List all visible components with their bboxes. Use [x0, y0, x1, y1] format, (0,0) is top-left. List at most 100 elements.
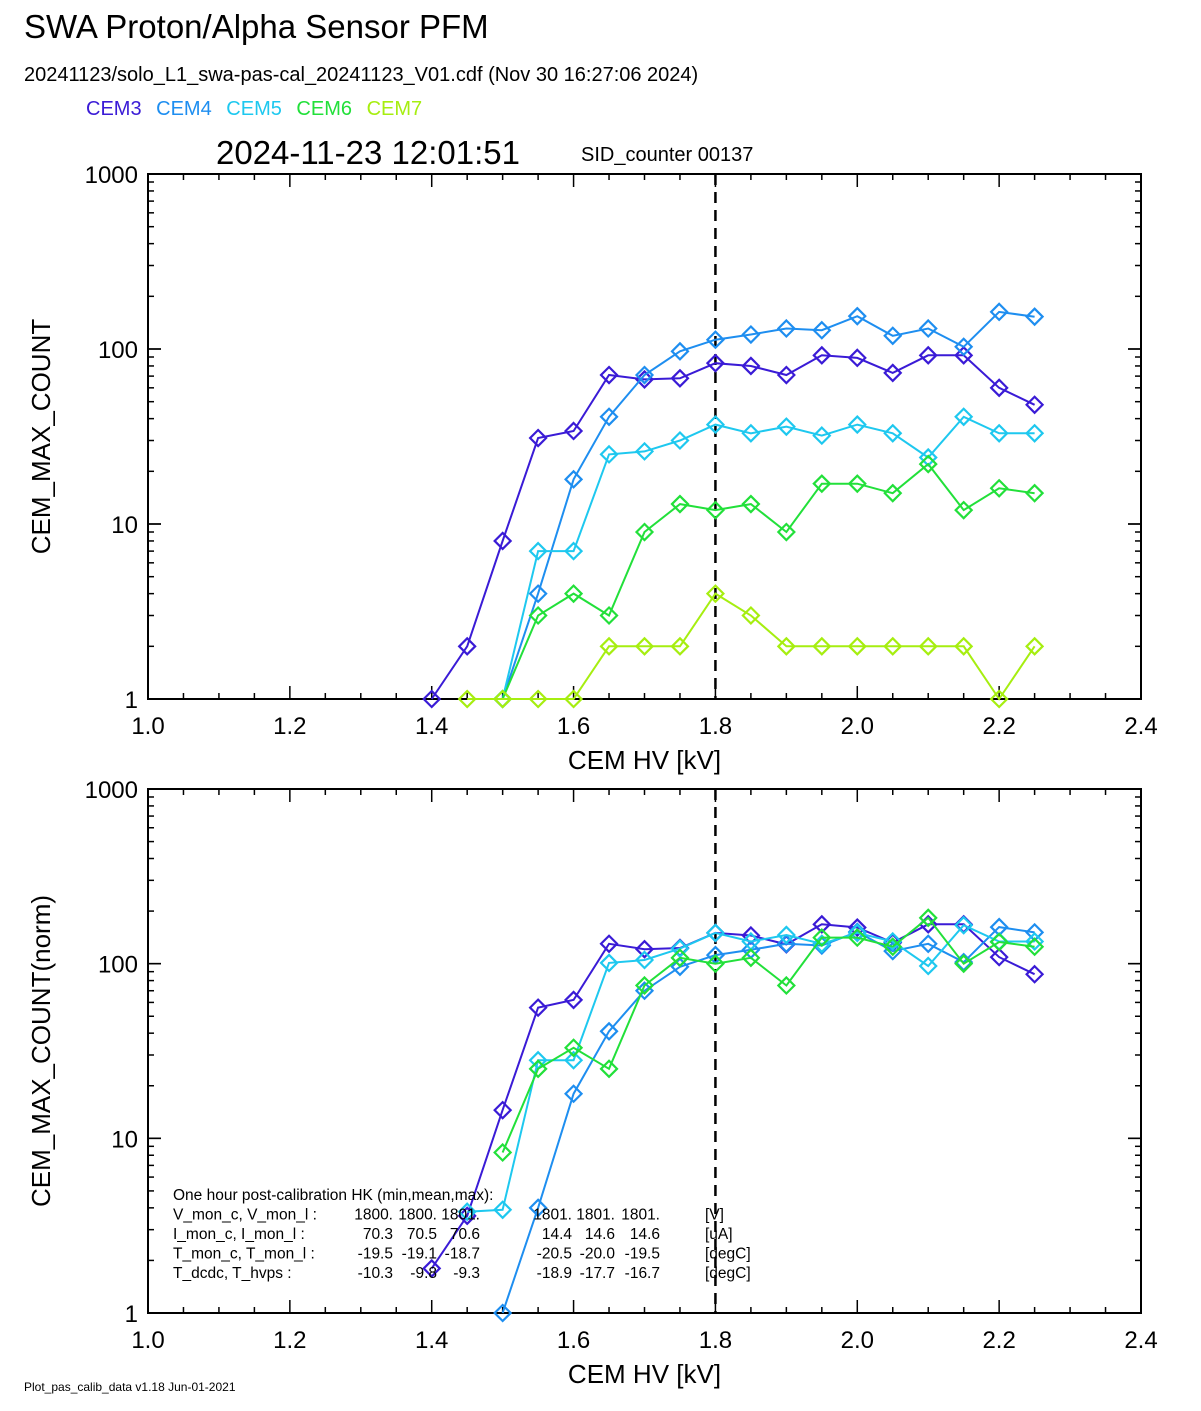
chart-panel-1: 1.0 1.2 1.4 1.6 1.8 2.0 2.2 2.4 1 10 100 1000 CEM HV… [26, 162, 1158, 775]
hk-unit: [degC] [705, 1246, 751, 1263]
hk-value: -10.3 [358, 1265, 393, 1282]
data-point [989, 423, 1009, 443]
x-tick-label: 1.4 [415, 1327, 448, 1354]
data-point [812, 928, 832, 948]
data-point [1025, 636, 1045, 656]
data-point [670, 494, 690, 514]
series-cem3 [422, 914, 1045, 1278]
data-point [954, 337, 974, 357]
data-point [776, 934, 796, 954]
data-point [883, 931, 903, 952]
series-line [501, 916, 1035, 1153]
data-point [564, 990, 584, 1010]
legend-entry-cem5: CEM5 [226, 98, 282, 120]
data-point [812, 345, 832, 365]
hk-value: -17.7 [580, 1265, 615, 1282]
data-point [564, 1050, 584, 1070]
hk-annotation: One hour post-calibration HK (min,mean,m… [173, 1187, 751, 1282]
data-point [847, 923, 867, 943]
data-point [705, 415, 725, 435]
x-tick-label: 2.2 [982, 1327, 1015, 1354]
data-point [954, 636, 974, 656]
hk-value: 1801. [533, 1207, 572, 1224]
x-tick-label: 1.0 [131, 1327, 164, 1354]
y-tick-label: 1 [125, 1301, 138, 1328]
hk-value: -19.1 [402, 1246, 437, 1263]
data-point [883, 636, 903, 656]
data-point [776, 522, 796, 542]
hk-value: 1801. [576, 1207, 615, 1224]
x-tick-label: 1.0 [131, 713, 164, 740]
series-cem4 [493, 302, 1045, 709]
data-point [670, 948, 690, 968]
data-point [634, 522, 655, 542]
hk-value: -18.9 [537, 1265, 572, 1282]
hk-value: -9.3 [453, 1265, 480, 1282]
data-point [528, 998, 548, 1018]
data-point [847, 636, 867, 656]
legend-entry-cem3: CEM3 [86, 98, 142, 120]
data-point [634, 441, 655, 461]
data-point [493, 689, 513, 709]
x-tick-label: 1.2 [273, 713, 306, 740]
data-point [741, 423, 761, 443]
series-line [501, 415, 1035, 700]
series-line [501, 926, 1035, 1314]
hk-value: 1801. [621, 1207, 660, 1224]
hk-value: -16.7 [625, 1265, 660, 1282]
series-line [430, 354, 1036, 700]
hk-value: 1800. [398, 1207, 437, 1224]
data-point [528, 428, 548, 448]
x-tick-label: 2.4 [1124, 1327, 1157, 1354]
data-point [705, 584, 725, 604]
data-point [705, 954, 725, 974]
data-point [918, 636, 938, 656]
data-point [564, 541, 584, 561]
hk-value: 70.6 [450, 1226, 480, 1243]
hk-value: 1800. [354, 1207, 393, 1224]
data-point [989, 378, 1009, 398]
data-point [918, 345, 938, 365]
x-tick-label: 1.6 [557, 1327, 590, 1354]
hk-value: 14.6 [585, 1226, 615, 1243]
data-point [847, 348, 867, 368]
page-title: SWA Proton/Alpha Sensor PFM [24, 8, 489, 45]
data-point [528, 541, 548, 561]
data-point [954, 915, 974, 935]
data-point [599, 407, 619, 427]
x-tick-label: 1.8 [699, 1327, 732, 1354]
data-point [918, 908, 938, 928]
data-point [422, 689, 442, 709]
data-point [989, 947, 1009, 967]
plot-frame [147, 173, 1142, 700]
data-point [1025, 423, 1045, 443]
data-point [954, 345, 974, 365]
data-point [954, 407, 974, 427]
x-tick-label: 1.6 [557, 713, 590, 740]
hk-value: -19.5 [358, 1246, 393, 1263]
y-tick-label: 10 [111, 1126, 138, 1153]
hk-row-label: I_mon_c, I_mon_l : [173, 1226, 305, 1243]
data-point [599, 636, 619, 656]
data-point [847, 474, 867, 494]
hk-unit: [V] [705, 1207, 724, 1224]
hk-value: -19.5 [625, 1246, 660, 1263]
y-tick-label: 1 [125, 687, 138, 714]
data-point [705, 500, 725, 520]
data-point [564, 689, 584, 709]
data-point [564, 421, 584, 441]
hk-value: -9.8 [410, 1265, 437, 1282]
hk-heading: One hour post-calibration HK (min,mean,m… [173, 1187, 493, 1204]
data-point [1025, 307, 1045, 327]
data-point [1025, 937, 1045, 957]
data-point [670, 341, 690, 361]
data-point [954, 954, 974, 974]
data-point [847, 306, 867, 326]
timestamp: 2024-11-23 12:01:51 [216, 134, 520, 171]
data-point [493, 1100, 513, 1120]
y-tick-label: 100 [98, 952, 138, 979]
data-point [457, 1202, 477, 1222]
data-point [599, 605, 619, 626]
legend: CEM3 CEM4 CEM5 CEM6 CEM7 [86, 98, 431, 121]
